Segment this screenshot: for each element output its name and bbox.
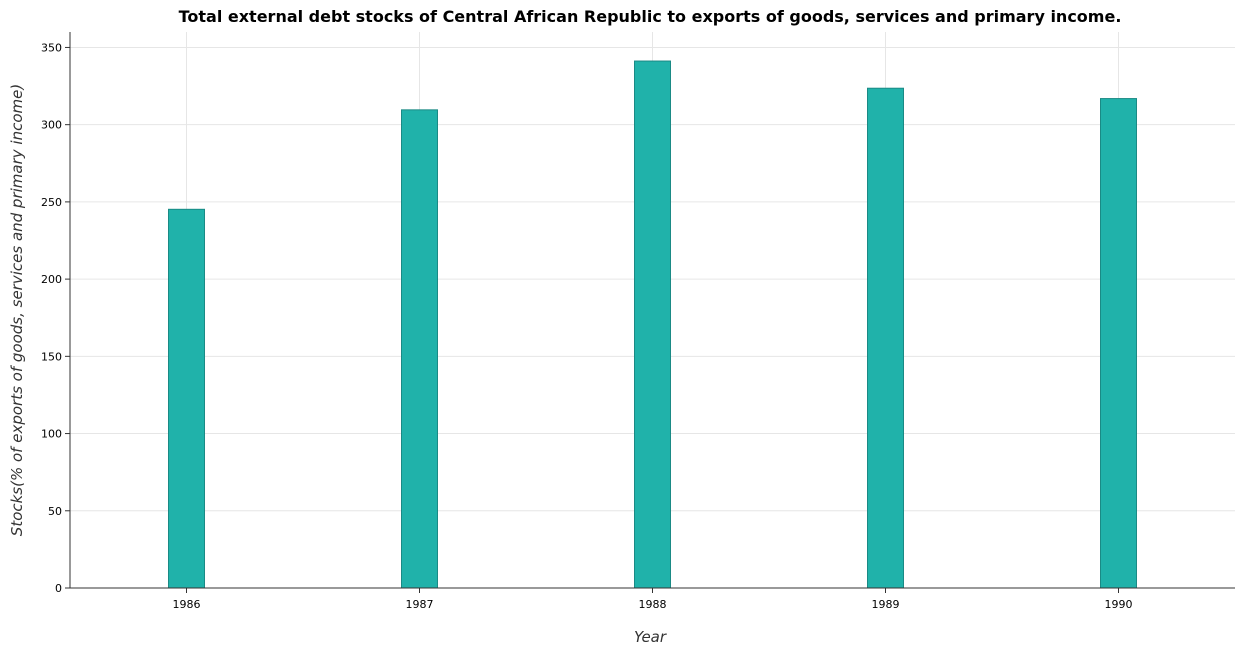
y-tick-label: 250 <box>41 196 62 209</box>
y-tick-label: 200 <box>41 273 62 286</box>
x-tick-label: 1989 <box>872 598 900 611</box>
bar-1986 <box>168 208 205 589</box>
y-axis-label: Stocks(% of exports of goods, services a… <box>8 84 26 536</box>
x-tick-label: 1988 <box>639 598 667 611</box>
x-tick-label: 1990 <box>1105 598 1133 611</box>
axes-layer: 0 50 100 150 200 250 300 350 1986 1987 1988 1989 199… <box>41 32 1235 611</box>
y-tick-label: 50 <box>48 505 62 518</box>
bar-1990 <box>1100 98 1137 589</box>
y-tick-label: 0 <box>55 582 62 595</box>
bars-layer <box>168 60 1137 589</box>
y-tick-label: 350 <box>41 41 62 54</box>
bar-1988 <box>634 60 671 589</box>
y-tick-label: 150 <box>41 350 62 363</box>
y-tick-label: 300 <box>41 119 62 132</box>
bar-1987 <box>401 109 438 589</box>
y-tick-label: 100 <box>41 428 62 441</box>
x-axis-label: Year <box>634 628 667 646</box>
x-tick-label: 1987 <box>406 598 434 611</box>
x-tick-label: 1986 <box>173 598 201 611</box>
bar-1989 <box>867 87 904 589</box>
chart-title: Total external debt stocks of Central Af… <box>179 7 1122 26</box>
